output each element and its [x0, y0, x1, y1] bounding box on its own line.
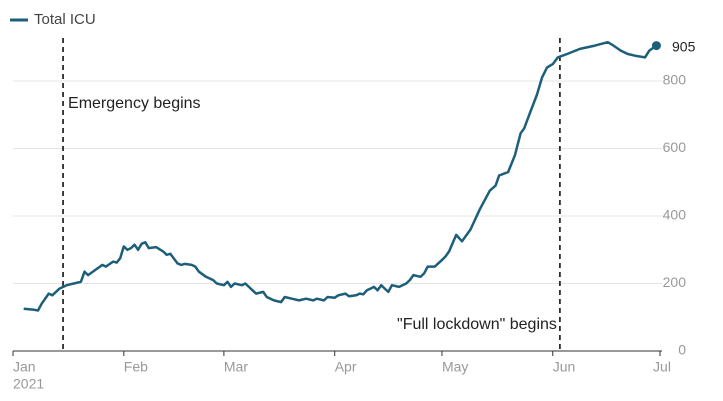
y-tick-label: 800	[663, 72, 687, 88]
x-tick-label: Mar	[224, 359, 248, 375]
annotation-text: Emergency begins	[68, 95, 201, 112]
year-label: 2021	[13, 376, 44, 392]
end-label: 905	[672, 38, 696, 54]
y-tick-label: 600	[663, 139, 687, 155]
x-tick-label: Jan	[13, 359, 36, 375]
y-tick-label: 0	[678, 342, 686, 358]
line	[23, 40, 658, 312]
annotation-text: "Full lockdown" begins	[397, 316, 557, 333]
x-tick-label: Jun	[553, 359, 576, 375]
legend-label: Total ICU	[34, 11, 96, 28]
y-tick-label: 200	[663, 274, 687, 290]
x-tick-label: Apr	[335, 359, 357, 375]
x-tick-label: Jul	[653, 359, 671, 375]
end-dot	[651, 41, 661, 51]
x-tick-label: Feb	[124, 359, 148, 375]
y-tick-label: 400	[663, 207, 687, 223]
x-tick-label: May	[442, 359, 468, 375]
